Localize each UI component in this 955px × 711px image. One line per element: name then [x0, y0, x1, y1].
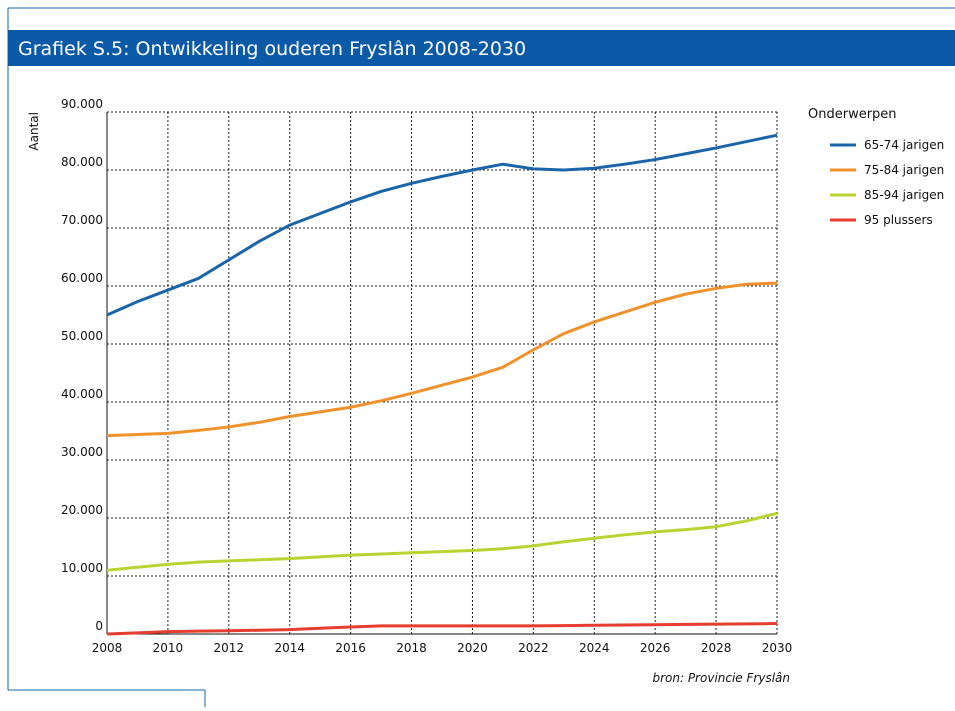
y-tick-label: 60.000 [61, 271, 103, 285]
line-series [106, 511, 778, 572]
legend-title: Onderwerpen [808, 107, 897, 122]
line-series [106, 281, 778, 438]
y-tick-label: 50.000 [61, 329, 103, 343]
y-tick-label: 90.000 [61, 97, 103, 111]
y-axis-label: Aantal [27, 112, 41, 151]
y-tick-label: 20.000 [61, 503, 103, 517]
x-tick-label: 2016 [335, 641, 366, 655]
x-tick-label: 2024 [579, 641, 610, 655]
y-tick-label: 0 [95, 619, 103, 633]
y-tick-label: 70.000 [61, 213, 103, 227]
y-tick-label: 10.000 [61, 561, 103, 575]
x-tick-label: 2026 [640, 641, 671, 655]
x-tick-label: 2020 [457, 641, 488, 655]
x-tick-label: 2018 [396, 641, 427, 655]
x-tick-label: 2012 [214, 641, 245, 655]
y-tick-label: 40.000 [61, 387, 103, 401]
chart-title: Grafiek S.5: Ontwikkeling ouderen Fryslâ… [18, 38, 526, 60]
legend-label: 85-94 jarigen [864, 188, 944, 202]
line-series [106, 622, 778, 636]
source: bron: Provincie Fryslân [652, 671, 790, 685]
x-tick-label: 2008 [92, 641, 123, 655]
x-tick-label: 2022 [518, 641, 549, 655]
y-tick-label: 30.000 [61, 445, 103, 459]
x-tick-label: 2010 [153, 641, 184, 655]
x-tick-label: 2014 [274, 641, 305, 655]
x-tick-label: 2030 [762, 641, 793, 655]
title-bar [8, 30, 955, 66]
legend-label: 65-74 jarigen [864, 138, 944, 152]
line-series [106, 133, 778, 317]
legend-label: 95 plussers [864, 213, 933, 227]
y-tick-label: 80.000 [61, 155, 103, 169]
legend-label: 75-84 jarigen [864, 163, 944, 177]
x-tick-label: 2028 [701, 641, 732, 655]
